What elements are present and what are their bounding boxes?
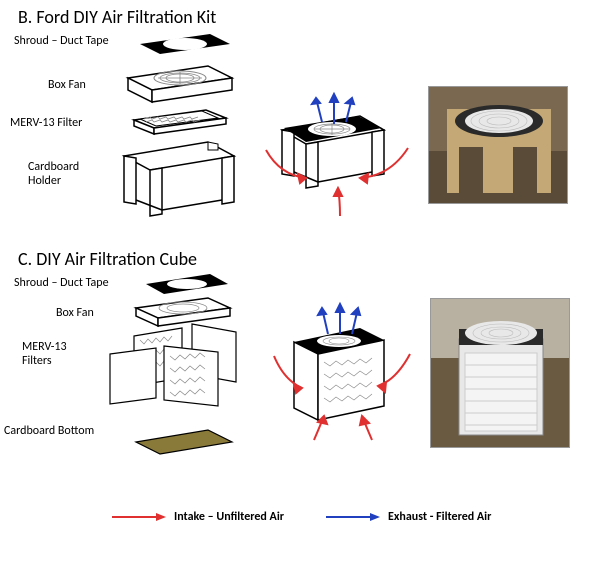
diagram-b-assembled bbox=[260, 90, 420, 240]
label-b-shroud: Shroud – Duct Tape bbox=[14, 34, 109, 48]
section-c-title: C. DIY Air Filtration Cube bbox=[18, 248, 197, 270]
legend-exhaust: Exhaust - Filtered Air bbox=[324, 510, 491, 524]
photo-b-ford-kit bbox=[428, 86, 568, 204]
diagram-b-exploded bbox=[110, 30, 250, 225]
legend-exhaust-label: Exhaust - Filtered Air bbox=[388, 510, 491, 524]
label-b-filter: MERV-13 Filter bbox=[10, 116, 82, 130]
legend-intake: Intake – Unfiltered Air bbox=[110, 510, 284, 524]
exhaust-arrow-icon bbox=[324, 510, 382, 524]
diagram-c-assembled bbox=[270, 300, 420, 460]
label-c-bottom: Cardboard Bottom bbox=[4, 424, 94, 438]
diagram-c-exploded bbox=[106, 270, 266, 465]
label-c-fan: Box Fan bbox=[56, 306, 94, 320]
legend-intake-label: Intake – Unfiltered Air bbox=[174, 510, 284, 524]
label-b-holder: Cardboard Holder bbox=[28, 160, 79, 189]
intake-arrow-icon bbox=[110, 510, 168, 524]
photo-c-cube bbox=[430, 298, 570, 448]
label-b-fan: Box Fan bbox=[48, 78, 86, 92]
legend: Intake – Unfiltered Air Exhaust - Filter… bbox=[110, 510, 491, 524]
label-c-shroud: Shroud – Duct Tape bbox=[14, 276, 109, 290]
label-c-filters: MERV-13 Filters bbox=[22, 340, 67, 369]
section-b-title: B. Ford DIY Air Filtration Kit bbox=[18, 6, 216, 28]
